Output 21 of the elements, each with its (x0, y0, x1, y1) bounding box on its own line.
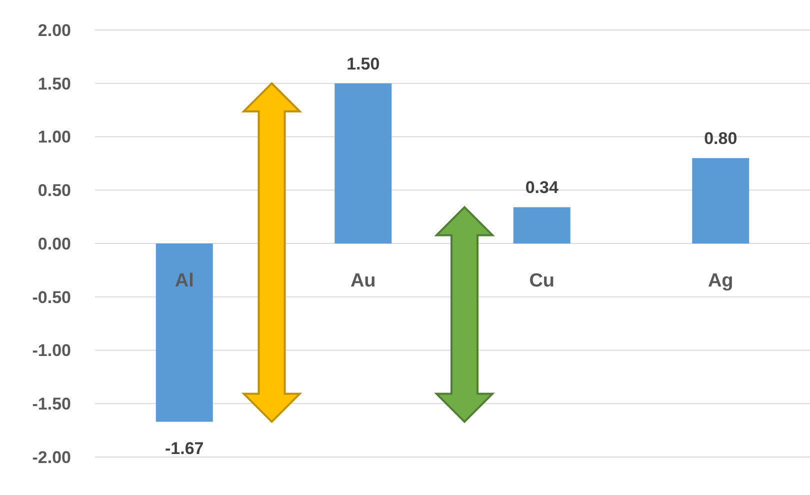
y-tick-label: 1.50 (38, 74, 71, 94)
y-tick-label: -1.50 (32, 394, 71, 414)
y-tick-label: 1.00 (38, 128, 71, 147)
x-tick-label: Cu (529, 270, 555, 292)
y-tick-label: 2.00 (38, 20, 71, 40)
data-label: 0.34 (525, 178, 559, 198)
data-label: -1.67 (165, 438, 204, 458)
bar (156, 244, 213, 422)
bar (513, 207, 570, 244)
y-tick-label: 0.00 (38, 234, 71, 254)
data-label: 0.80 (704, 129, 738, 148)
bar (334, 83, 392, 244)
bar (692, 158, 750, 244)
y-tick-label: 0.50 (38, 181, 71, 200)
y-tick-label: -0.50 (32, 288, 71, 307)
y-tick-label: -2.00 (32, 448, 71, 467)
x-tick-label: Al (174, 270, 194, 292)
x-tick-label: Au (350, 270, 376, 292)
data-label: 1.50 (346, 54, 380, 74)
y-tick-label: -1.00 (32, 341, 71, 360)
x-tick-label: Ag (708, 270, 734, 292)
